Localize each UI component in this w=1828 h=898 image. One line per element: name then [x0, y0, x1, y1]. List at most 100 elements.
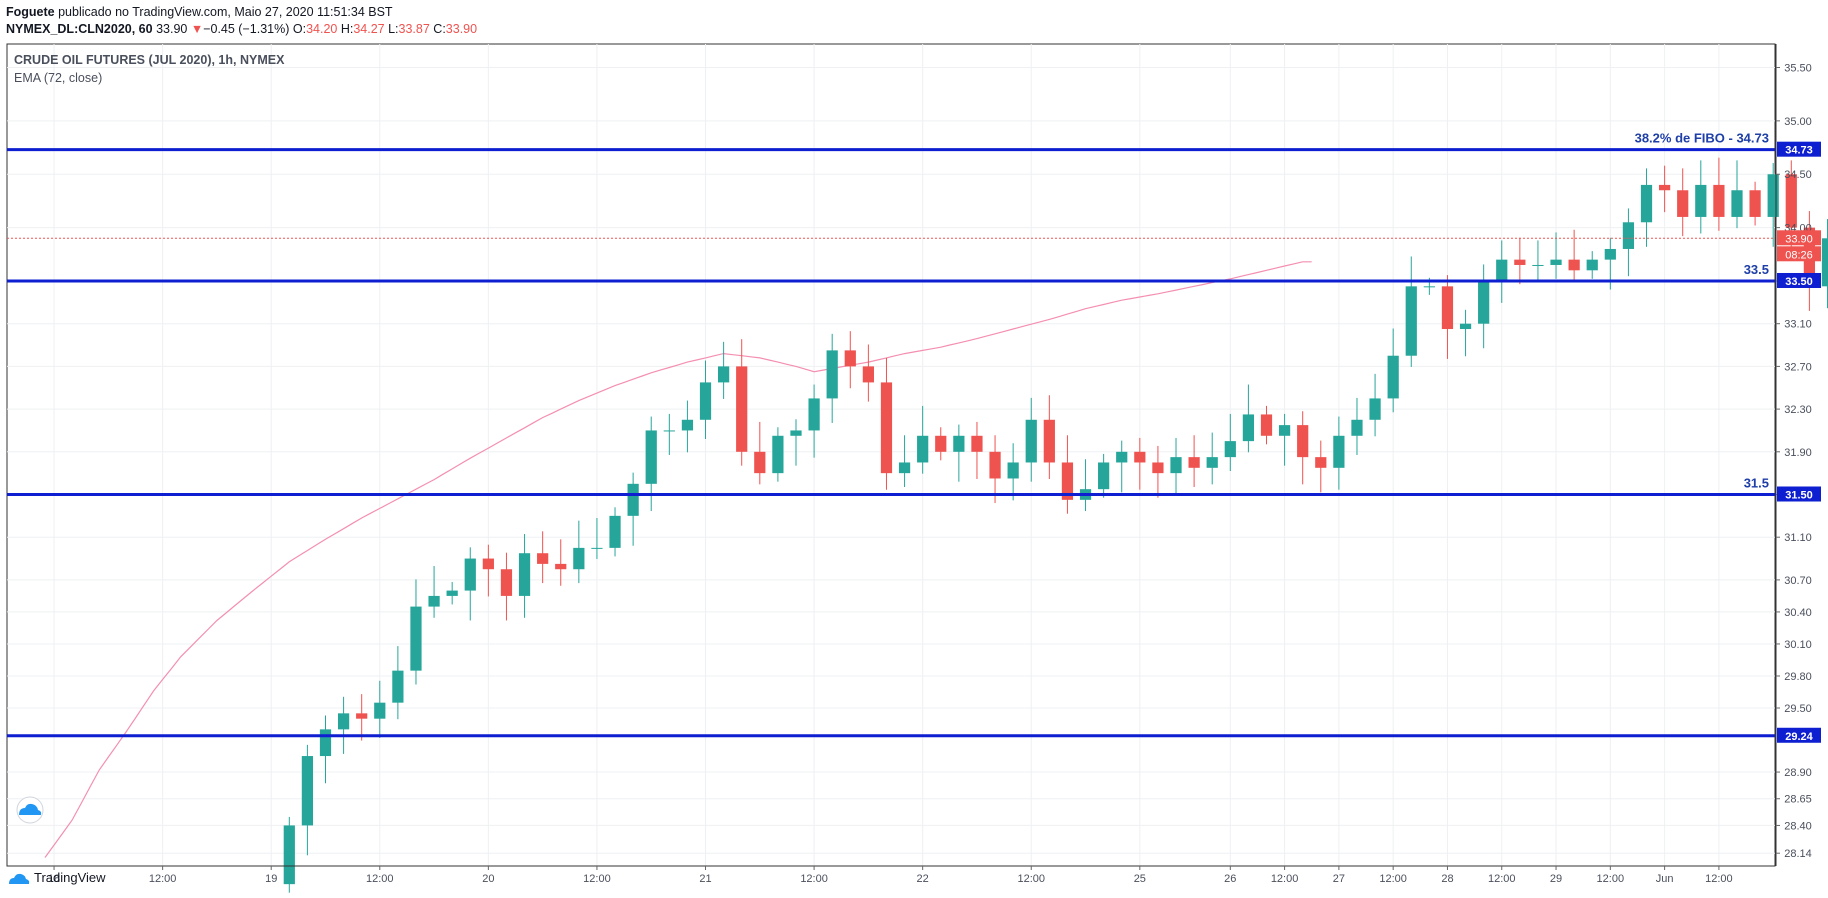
candle-body[interactable]	[392, 670, 404, 703]
candle-body[interactable]	[826, 350, 838, 399]
candle-body[interactable]	[1640, 184, 1653, 223]
candle-body[interactable]	[1188, 457, 1200, 468]
candle-body[interactable]	[1387, 355, 1399, 399]
candle-body[interactable]	[1622, 222, 1635, 249]
candle-body[interactable]	[1423, 286, 1435, 288]
candle-body[interactable]	[1478, 280, 1490, 324]
candle-body[interactable]	[482, 558, 494, 570]
x-tick-label: 26	[1224, 873, 1236, 885]
candle-body[interactable]	[555, 563, 567, 570]
candle-body[interactable]	[1351, 419, 1363, 436]
horizontal-levels[interactable]: 38.2% de FIBO - 34.73 33.5 31.5	[7, 131, 1775, 738]
candle-body[interactable]	[1242, 414, 1255, 442]
level-axis-tag-label: 34.73	[1785, 145, 1813, 157]
candle-body[interactable]	[1731, 190, 1743, 217]
candle-body[interactable]	[1821, 238, 1828, 287]
candle-body[interactable]	[1333, 435, 1345, 468]
candle-body[interactable]	[518, 553, 531, 596]
candle-body[interactable]	[1098, 462, 1110, 490]
candle-body[interactable]	[1152, 462, 1164, 474]
candle-body[interactable]	[1441, 286, 1454, 330]
candle-body[interactable]	[1260, 414, 1273, 436]
candle-body[interactable]	[1043, 419, 1055, 463]
footer-brand[interactable]: TradingView	[8, 870, 106, 885]
candle-body[interactable]	[844, 350, 856, 367]
candle-body[interactable]	[591, 547, 603, 549]
candle-body[interactable]	[989, 451, 1001, 479]
level-axis-tag-label: 29.24	[1785, 731, 1813, 743]
candle-body[interactable]	[772, 435, 784, 474]
candle-body[interactable]	[1405, 286, 1417, 356]
candle-body[interactable]	[446, 590, 458, 596]
candle-body[interactable]	[500, 569, 513, 596]
candle-body[interactable]	[1170, 457, 1182, 474]
candle-body[interactable]	[464, 558, 476, 591]
price-axis[interactable]: 28.14 28.40 28.65 28.90 29.50 29.80 30.10 30.40…	[1775, 44, 1821, 866]
candle-body[interactable]	[319, 729, 332, 757]
candle-body[interactable]	[1586, 259, 1598, 271]
candle-body[interactable]	[410, 606, 422, 671]
indicator-label: EMA (72, close)	[14, 71, 102, 85]
candle-body[interactable]	[428, 595, 440, 607]
candle-body[interactable]	[1695, 184, 1707, 217]
candle-body[interactable]	[898, 462, 911, 474]
candle-body[interactable]	[1369, 398, 1381, 420]
candle-body[interactable]	[645, 430, 657, 484]
candle-body[interactable]	[573, 547, 585, 570]
candle-body[interactable]	[880, 382, 893, 474]
candle-body[interactable]	[1604, 248, 1616, 260]
candle-body[interactable]	[1007, 462, 1019, 479]
candle-body[interactable]	[1550, 259, 1562, 265]
candle-body[interactable]	[1116, 451, 1128, 463]
candle-body[interactable]	[1496, 259, 1508, 281]
candle-body[interactable]	[1206, 457, 1218, 468]
candle-body[interactable]	[681, 419, 694, 431]
x-tick-label: 12:00	[149, 873, 177, 885]
candle-body[interactable]	[736, 366, 748, 452]
candle-body[interactable]	[627, 483, 639, 516]
candle-body[interactable]	[718, 366, 730, 383]
candle-body[interactable]	[1659, 184, 1671, 191]
candle-body[interactable]	[699, 382, 712, 420]
candle-body[interactable]	[1061, 462, 1074, 500]
candle-body[interactable]	[862, 366, 874, 383]
candle-body[interactable]	[1514, 259, 1526, 265]
candle-body[interactable]	[1025, 419, 1037, 463]
candle-body[interactable]	[1713, 184, 1725, 217]
candle-body[interactable]	[1767, 174, 1779, 217]
candle-body[interactable]	[283, 825, 295, 885]
candle-body[interactable]	[301, 756, 314, 826]
candle-body[interactable]	[1297, 425, 1309, 458]
candle-body[interactable]	[1459, 323, 1472, 330]
candles[interactable]	[283, 150, 1828, 893]
candle-body[interactable]	[1134, 451, 1146, 463]
y-tick-label: 32.30	[1784, 404, 1812, 416]
candle-body[interactable]	[1677, 190, 1689, 217]
candle-body[interactable]	[1224, 441, 1236, 458]
candle-body[interactable]	[337, 713, 350, 730]
candle-body[interactable]	[537, 553, 549, 564]
candle-body[interactable]	[356, 713, 368, 719]
candle-body[interactable]	[808, 398, 820, 431]
time-axis[interactable]: 18 12:00 19 12:00 20 12:00 21 12:00 22 12:00 25 26 1…	[7, 865, 1775, 885]
candle-body[interactable]	[1315, 457, 1327, 468]
candle-body[interactable]	[953, 435, 965, 452]
candle-body[interactable]	[609, 515, 621, 548]
candle-body[interactable]	[790, 430, 802, 436]
candle-body[interactable]	[1532, 264, 1544, 266]
candle-body[interactable]	[917, 435, 929, 463]
candle-body[interactable]	[971, 435, 983, 452]
candle-body[interactable]	[1785, 174, 1797, 228]
level-label: 31.5	[1744, 475, 1769, 490]
candle-body[interactable]	[1568, 259, 1580, 271]
author-name[interactable]: Foguete	[6, 5, 55, 19]
candle-body[interactable]	[663, 430, 675, 432]
candle-body[interactable]	[1278, 425, 1291, 436]
candle-body[interactable]	[374, 702, 386, 719]
y-tick-label: 28.40	[1784, 820, 1812, 832]
candle-body[interactable]	[754, 451, 766, 474]
candle-body[interactable]	[1749, 190, 1761, 217]
tradingview-cloud-icon	[9, 873, 30, 884]
candle-body[interactable]	[935, 435, 947, 452]
